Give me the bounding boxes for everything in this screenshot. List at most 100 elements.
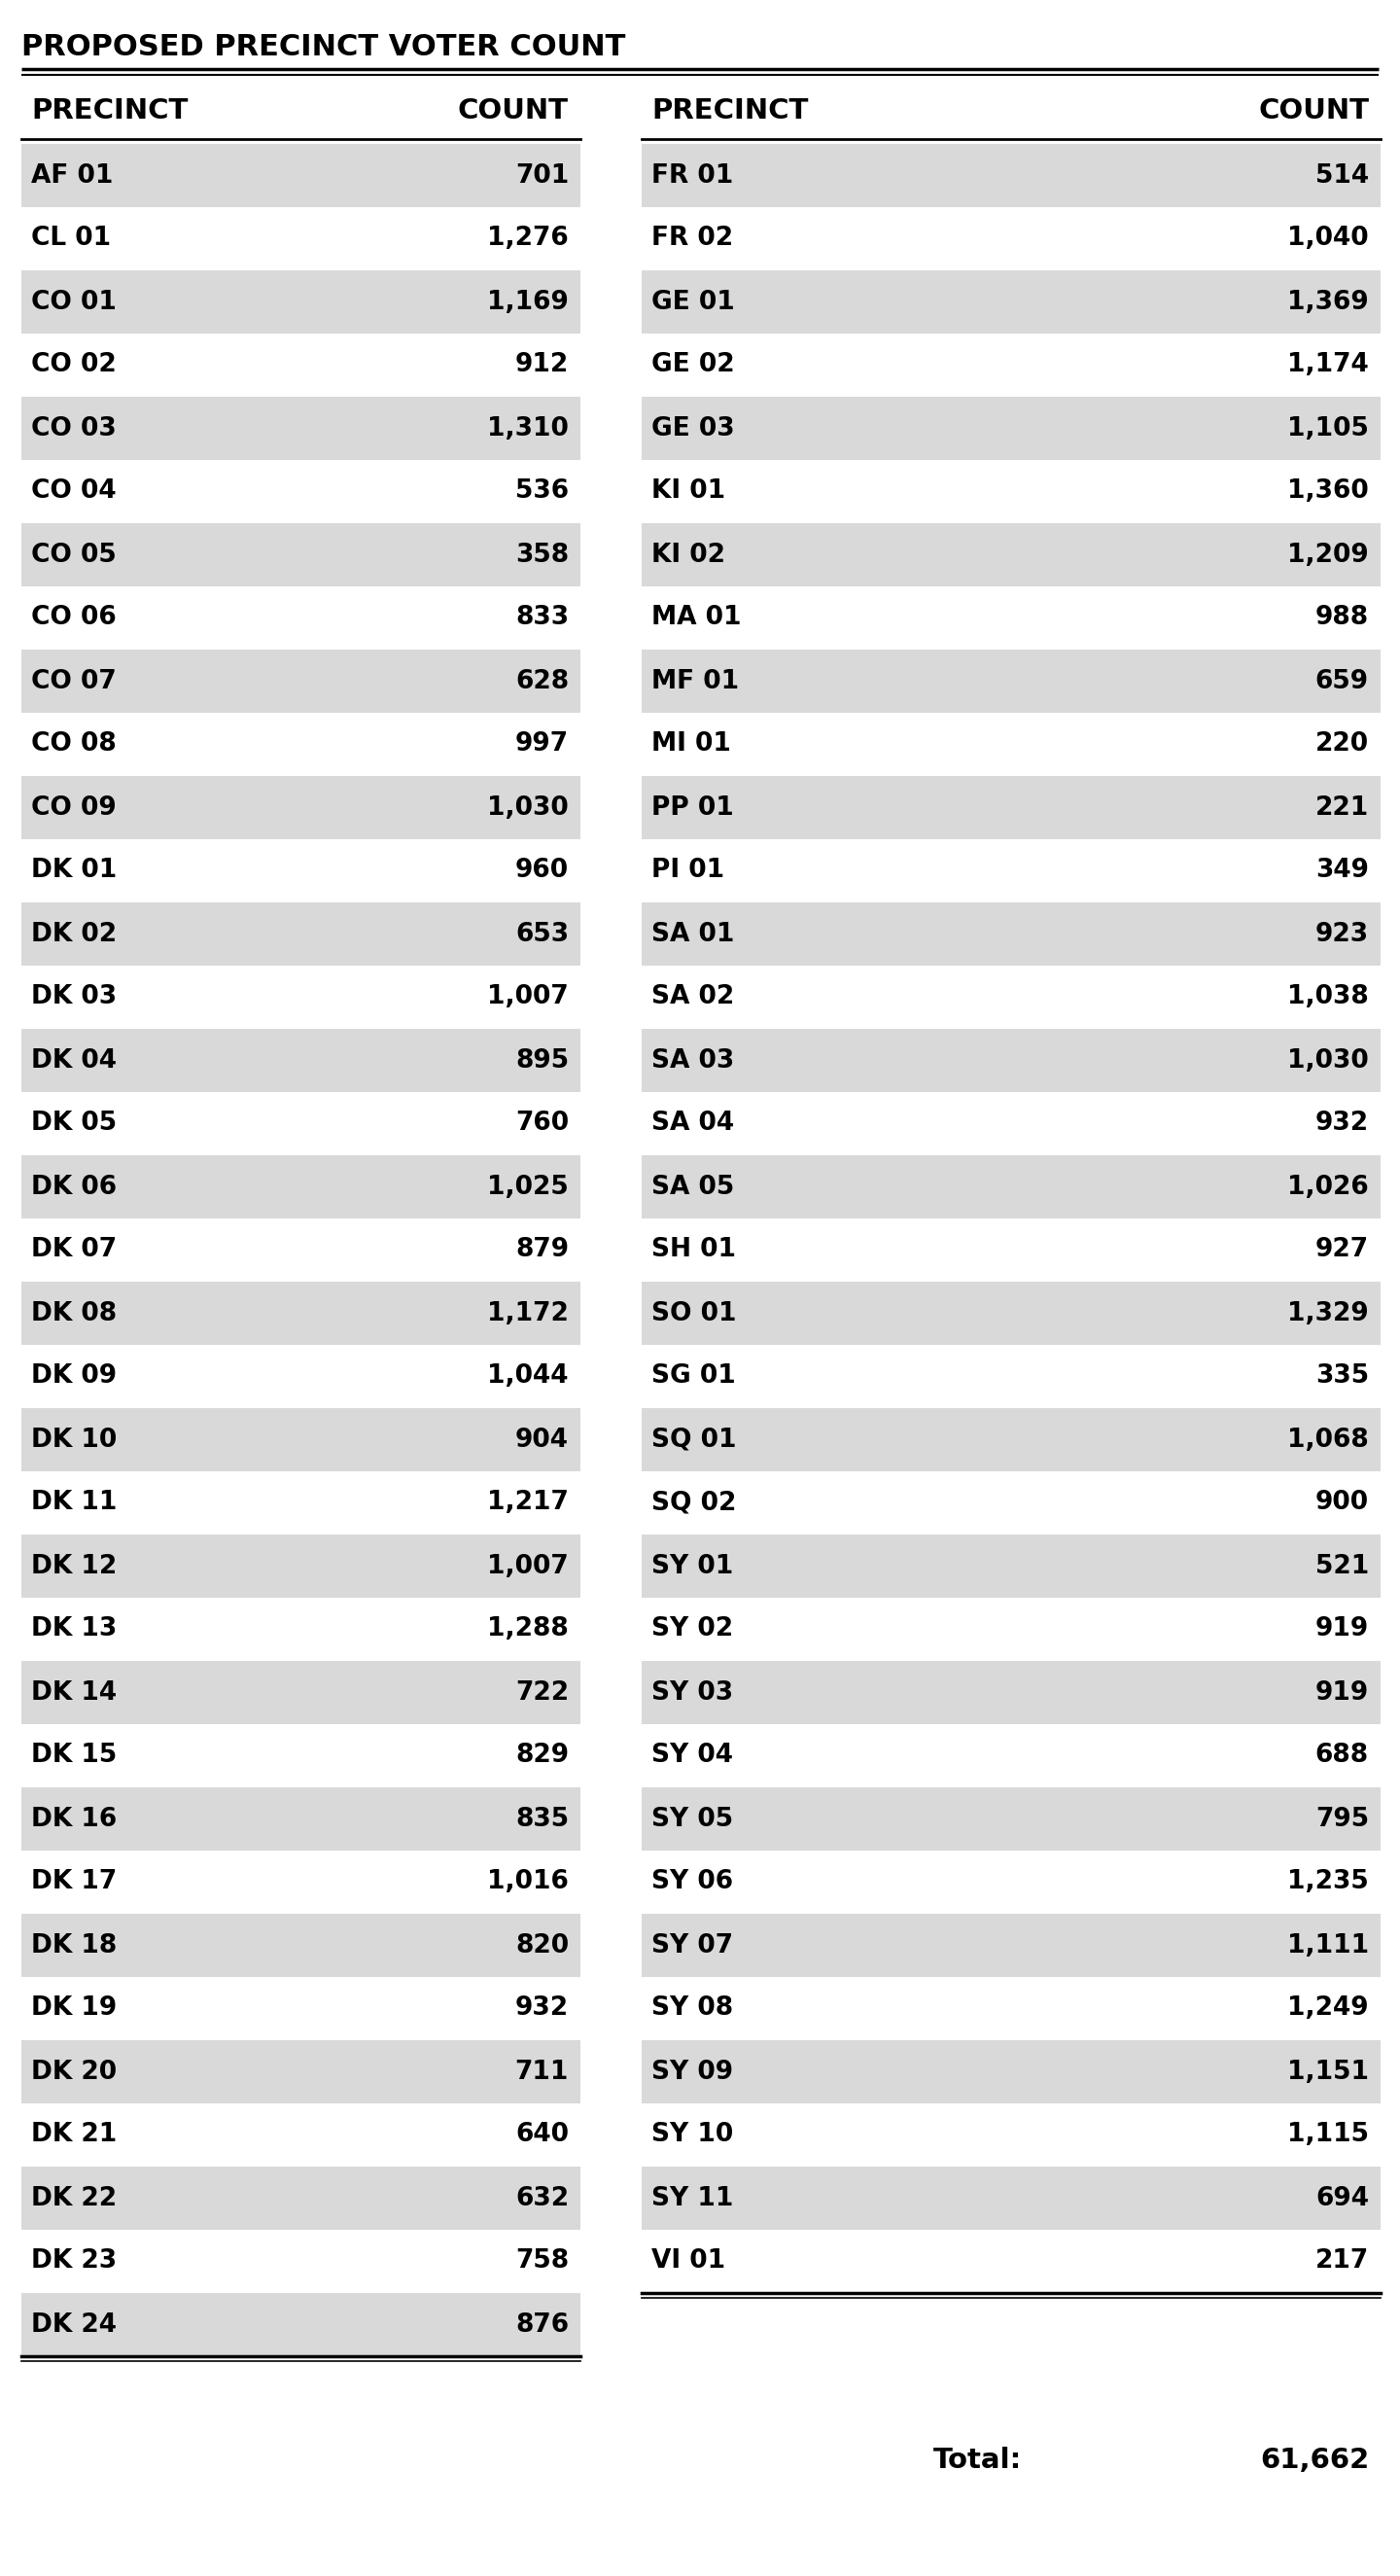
Bar (641, 587, 1380, 649)
Text: 521: 521 (1315, 1553, 1369, 1579)
Bar (21, 397, 581, 461)
Text: SY 04: SY 04 (651, 1744, 734, 1767)
Text: 829: 829 (515, 1744, 568, 1767)
Text: 701: 701 (515, 162, 568, 188)
Text: 879: 879 (515, 1236, 568, 1262)
Text: SY 10: SY 10 (651, 2123, 734, 2148)
Bar (21, 1535, 581, 1597)
Text: PRECINCT: PRECINCT (651, 98, 808, 124)
Text: DK 11: DK 11 (31, 1492, 118, 1515)
Text: DK 22: DK 22 (31, 2184, 116, 2210)
Text: 1,235: 1,235 (1288, 1870, 1369, 1896)
Text: DK 24: DK 24 (31, 2313, 116, 2336)
Bar (641, 2105, 1380, 2166)
Text: 722: 722 (515, 1680, 568, 1705)
Bar (21, 1850, 581, 1914)
Text: DK 17: DK 17 (31, 1870, 118, 1896)
Text: CO 03: CO 03 (31, 415, 116, 440)
Text: 221: 221 (1315, 796, 1369, 819)
Text: 1,310: 1,310 (487, 415, 568, 440)
Bar (641, 1976, 1380, 2040)
Bar (641, 1409, 1380, 1471)
Text: SQ 02: SQ 02 (651, 1492, 736, 1515)
Text: SY 03: SY 03 (651, 1680, 734, 1705)
Text: SY 07: SY 07 (651, 1932, 734, 1958)
Text: CO 05: CO 05 (31, 541, 116, 567)
Text: MF 01: MF 01 (651, 670, 739, 693)
Text: MI 01: MI 01 (651, 732, 731, 757)
Bar (641, 1028, 1380, 1092)
Text: 1,172: 1,172 (487, 1301, 568, 1327)
Text: 358: 358 (515, 541, 568, 567)
Bar (641, 461, 1380, 523)
Bar (21, 206, 581, 270)
Text: 997: 997 (515, 732, 568, 757)
Text: Total:: Total: (934, 2447, 1022, 2473)
Text: 711: 711 (515, 2058, 568, 2084)
Text: SG 01: SG 01 (651, 1363, 736, 1388)
Bar (641, 902, 1380, 966)
Bar (21, 966, 581, 1028)
Text: DK 23: DK 23 (31, 2249, 116, 2275)
Text: 1,169: 1,169 (487, 289, 568, 314)
Text: 960: 960 (515, 858, 568, 884)
Text: 895: 895 (515, 1048, 568, 1074)
Bar (641, 2040, 1380, 2105)
Text: 919: 919 (1315, 1680, 1369, 1705)
Bar (21, 1662, 581, 1723)
Text: COUNT: COUNT (458, 98, 568, 124)
Bar (641, 1850, 1380, 1914)
Text: 1,040: 1,040 (1288, 227, 1369, 252)
Text: SY 09: SY 09 (651, 2058, 734, 2084)
Text: SY 02: SY 02 (651, 1618, 734, 1641)
Bar (641, 1788, 1380, 1850)
Text: DK 12: DK 12 (31, 1553, 118, 1579)
Bar (21, 840, 581, 902)
Bar (641, 1154, 1380, 1218)
Text: DK 20: DK 20 (31, 2058, 116, 2084)
Text: SQ 01: SQ 01 (651, 1427, 736, 1453)
Text: 1,026: 1,026 (1288, 1175, 1369, 1200)
Bar (21, 1597, 581, 1662)
Text: MA 01: MA 01 (651, 605, 742, 631)
Text: 335: 335 (1315, 1363, 1369, 1388)
Text: CO 07: CO 07 (31, 670, 116, 693)
Bar (21, 2040, 581, 2105)
Text: 833: 833 (515, 605, 568, 631)
Text: 1,115: 1,115 (1287, 2123, 1369, 2148)
Text: FR 01: FR 01 (651, 162, 734, 188)
Text: DK 07: DK 07 (31, 1236, 116, 1262)
Text: CL 01: CL 01 (31, 227, 111, 252)
Text: DK 10: DK 10 (31, 1427, 118, 1453)
Text: 795: 795 (1315, 1806, 1369, 1832)
Bar (21, 1409, 581, 1471)
Text: DK 02: DK 02 (31, 922, 116, 945)
Text: SA 05: SA 05 (651, 1175, 734, 1200)
Text: 1,007: 1,007 (487, 984, 568, 1010)
Bar (21, 523, 581, 587)
Text: SY 01: SY 01 (651, 1553, 734, 1579)
Text: 876: 876 (515, 2313, 568, 2336)
Text: 1,016: 1,016 (487, 1870, 568, 1896)
Text: DK 13: DK 13 (31, 1618, 118, 1641)
Text: CO 04: CO 04 (31, 479, 116, 505)
Text: KI 02: KI 02 (651, 541, 725, 567)
Text: DK 01: DK 01 (31, 858, 118, 884)
Bar (21, 1283, 581, 1345)
Bar (641, 1092, 1380, 1154)
Text: 1,249: 1,249 (1288, 1996, 1369, 2022)
Bar (21, 144, 581, 206)
Text: SY 11: SY 11 (651, 2184, 734, 2210)
Text: 1,111: 1,111 (1287, 1932, 1369, 1958)
Bar (641, 649, 1380, 714)
Bar (21, 1154, 581, 1218)
Text: DK 15: DK 15 (31, 1744, 118, 1767)
Bar (21, 1723, 581, 1788)
Text: 820: 820 (515, 1932, 568, 1958)
Bar (21, 1028, 581, 1092)
Bar (21, 461, 581, 523)
Text: 1,288: 1,288 (487, 1618, 568, 1641)
Text: DK 04: DK 04 (31, 1048, 116, 1074)
Text: DK 05: DK 05 (31, 1110, 116, 1136)
Text: CO 02: CO 02 (31, 353, 116, 379)
